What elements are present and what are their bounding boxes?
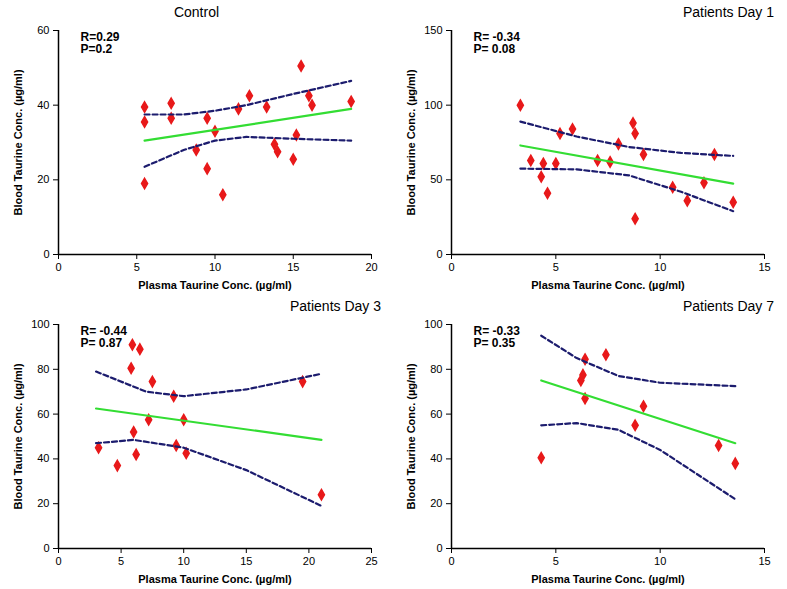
- svg-text:0: 0: [448, 261, 454, 273]
- svg-text:40: 40: [37, 99, 49, 111]
- svg-text:20: 20: [430, 497, 442, 509]
- svg-text:10: 10: [654, 555, 666, 567]
- svg-text:15: 15: [758, 261, 770, 273]
- svg-text:R= -0.33P= 0.35: R= -0.33P= 0.35: [474, 324, 521, 350]
- svg-text:0: 0: [43, 542, 49, 554]
- svg-text:80: 80: [37, 363, 49, 375]
- svg-text:0: 0: [436, 248, 442, 260]
- svg-text:15: 15: [240, 555, 252, 567]
- svg-text:5: 5: [134, 261, 140, 273]
- svg-text:Plasma Taurine Conc. (µg/ml): Plasma Taurine Conc. (µg/ml): [138, 279, 292, 291]
- svg-text:15: 15: [287, 261, 299, 273]
- html-text:Patients Day 7: Patients Day 7: [682, 298, 774, 314]
- svg-text:R=0.29P=0.2: R=0.29P=0.2: [81, 30, 120, 56]
- svg-text:60: 60: [37, 24, 49, 36]
- svg-text:Blood Taurine Conc. (µg/ml): Blood Taurine Conc. (µg/ml): [12, 363, 24, 509]
- svg-text:25: 25: [365, 555, 377, 567]
- svg-text:40: 40: [37, 452, 49, 464]
- svg-text:20: 20: [365, 261, 377, 273]
- svg-text:50: 50: [430, 173, 442, 185]
- html-text:Patients Day 3: Patients Day 3: [289, 298, 381, 314]
- svg-text:5: 5: [553, 261, 559, 273]
- svg-text:10: 10: [654, 261, 666, 273]
- svg-text:Blood Taurine Conc. (µg/ml): Blood Taurine Conc. (µg/ml): [405, 363, 417, 509]
- svg-text:0: 0: [55, 261, 61, 273]
- svg-text:0: 0: [43, 248, 49, 260]
- svg-text:Plasma Taurine Conc. (µg/ml): Plasma Taurine Conc. (µg/ml): [138, 573, 292, 585]
- svg-text:5: 5: [553, 555, 559, 567]
- svg-text:20: 20: [37, 173, 49, 185]
- svg-text:60: 60: [37, 408, 49, 420]
- svg-text:150: 150: [424, 24, 442, 36]
- svg-text:Plasma Taurine Conc. (µg/ml): Plasma Taurine Conc. (µg/ml): [531, 279, 685, 291]
- svg-text:10: 10: [178, 555, 190, 567]
- svg-text:100: 100: [31, 318, 49, 330]
- svg-text:10: 10: [209, 261, 221, 273]
- svg-text:100: 100: [424, 99, 442, 111]
- svg-text:R= -0.34P= 0.08: R= -0.34P= 0.08: [474, 30, 521, 56]
- svg-text:Plasma Taurine Conc. (µg/ml): Plasma Taurine Conc. (µg/ml): [531, 573, 685, 585]
- svg-text:20: 20: [303, 555, 315, 567]
- html-text:Patients Day 1: Patients Day 1: [682, 4, 774, 20]
- svg-text:5: 5: [118, 555, 124, 567]
- svg-text:60: 60: [430, 408, 442, 420]
- svg-text:0: 0: [436, 542, 442, 554]
- svg-text:80: 80: [430, 363, 442, 375]
- svg-text:0: 0: [55, 555, 61, 567]
- svg-text:100: 100: [424, 318, 442, 330]
- svg-text:R= -0.44P= 0.87: R= -0.44P= 0.87: [81, 324, 128, 350]
- svg-text:0: 0: [448, 555, 454, 567]
- svg-text:15: 15: [758, 555, 770, 567]
- svg-text:20: 20: [37, 497, 49, 509]
- svg-text:Blood Taurine Conc. (µg/ml): Blood Taurine Conc. (µg/ml): [12, 69, 24, 215]
- svg-text:Blood Taurine Conc. (µg/ml): Blood Taurine Conc. (µg/ml): [405, 69, 417, 215]
- svg-text:40: 40: [430, 452, 442, 464]
- html-text:Control: Control: [173, 4, 220, 20]
